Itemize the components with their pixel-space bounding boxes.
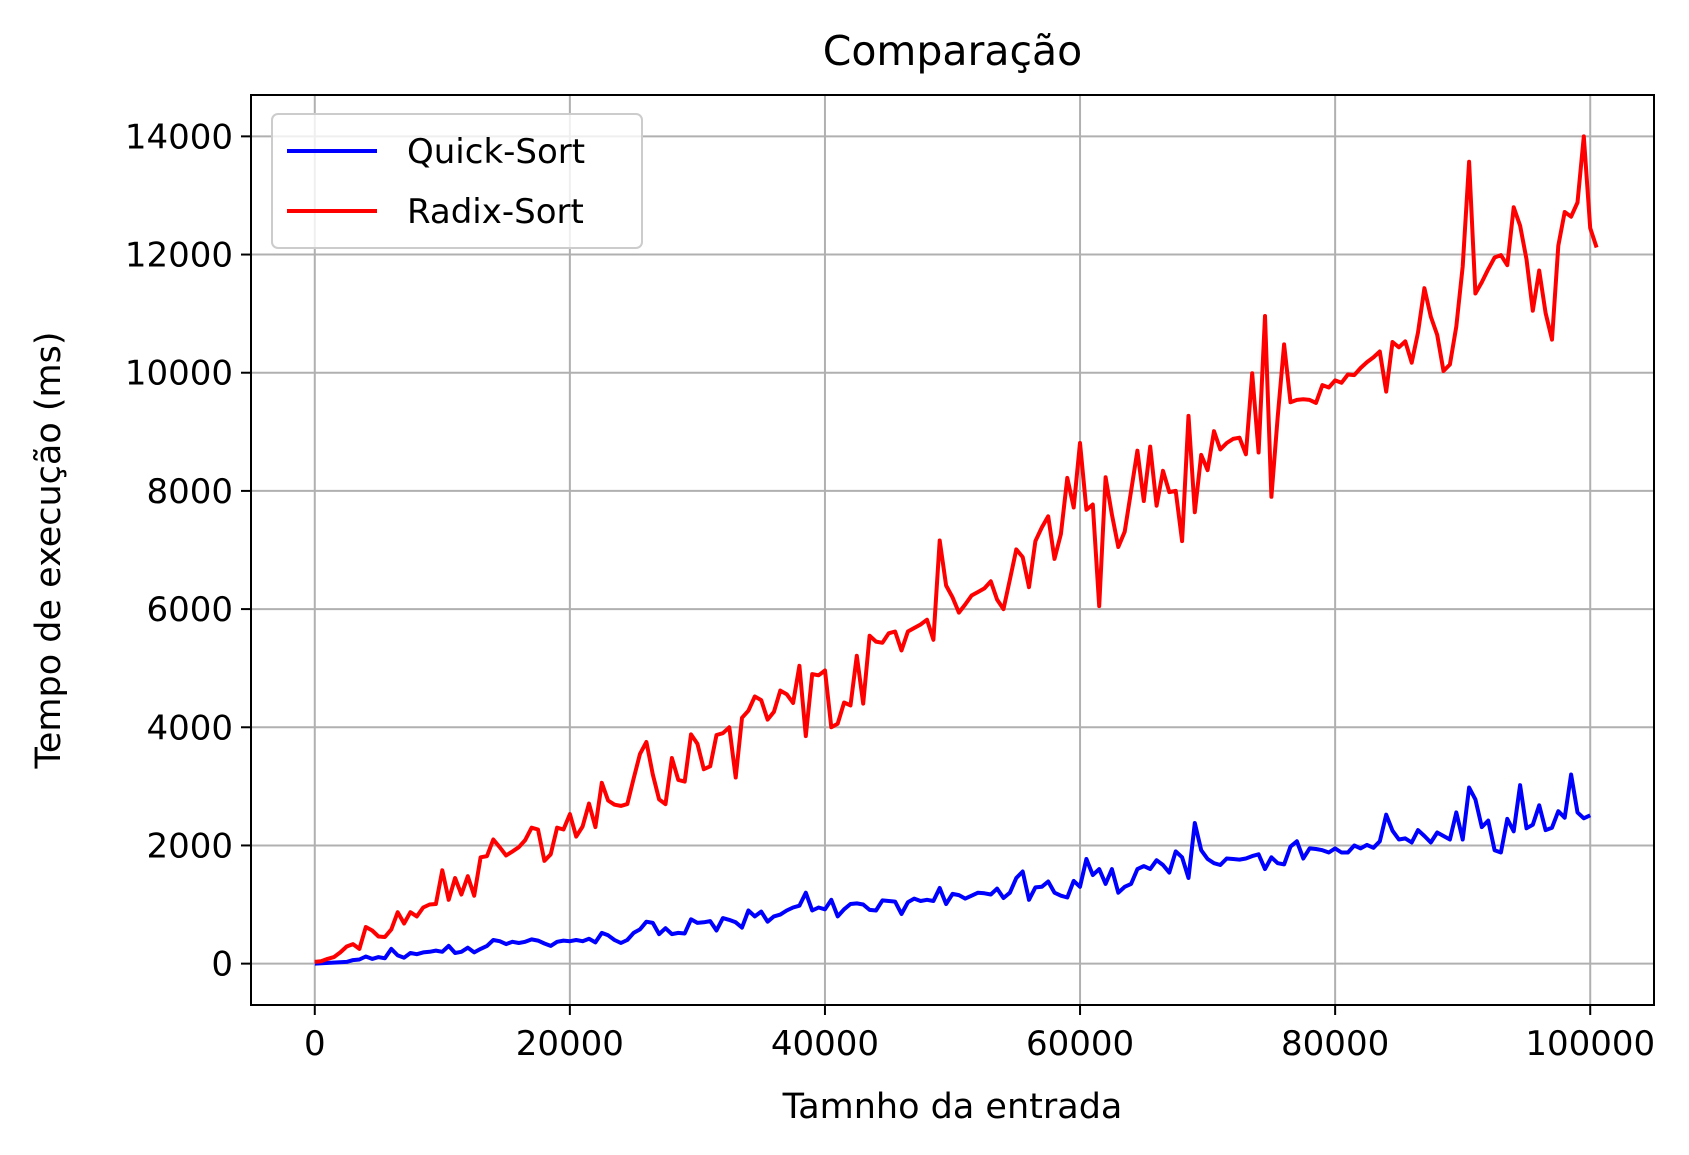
y-tick-label: 10000 xyxy=(125,354,233,394)
y-tick-label: 12000 xyxy=(125,236,233,276)
legend-label-radix-sort: Radix-Sort xyxy=(407,192,584,232)
legend: Quick-Sort Radix-Sort xyxy=(271,113,643,249)
y-tick-label: 6000 xyxy=(146,590,233,630)
plot-frame xyxy=(250,94,1655,1006)
series-line-radix-sort xyxy=(314,134,1599,964)
y-tick-label: 4000 xyxy=(146,708,233,748)
legend-label-quick-sort: Quick-Sort xyxy=(407,132,585,172)
y-axis-label: Tempo de execução (ms) xyxy=(29,331,69,769)
x-tick-label: 60000 xyxy=(1026,1024,1134,1064)
x-tick-label: 100000 xyxy=(1525,1024,1655,1064)
x-axis-ticks: 0 20000 40000 60000 80000 100000 xyxy=(304,1005,1655,1064)
y-tick-label: 8000 xyxy=(146,472,233,512)
legend-box xyxy=(271,113,643,249)
x-tick-label: 0 xyxy=(304,1024,326,1064)
y-tick-label: 0 xyxy=(211,945,233,985)
series-line-quick-sort xyxy=(314,772,1592,966)
x-tick-label: 80000 xyxy=(1281,1024,1389,1064)
x-tick-label: 40000 xyxy=(771,1024,879,1064)
chart-title: Comparação xyxy=(823,27,1083,75)
series-lines xyxy=(314,134,1599,966)
y-tick-label: 2000 xyxy=(146,826,233,866)
x-tick-label: 20000 xyxy=(516,1024,624,1064)
y-tick-label: 14000 xyxy=(125,117,233,157)
x-axis-label: Tamnho da entrada xyxy=(782,1087,1123,1127)
grid xyxy=(251,95,1654,1005)
y-axis-ticks: 0 2000 4000 6000 8000 10000 12000 14000 xyxy=(125,117,251,985)
